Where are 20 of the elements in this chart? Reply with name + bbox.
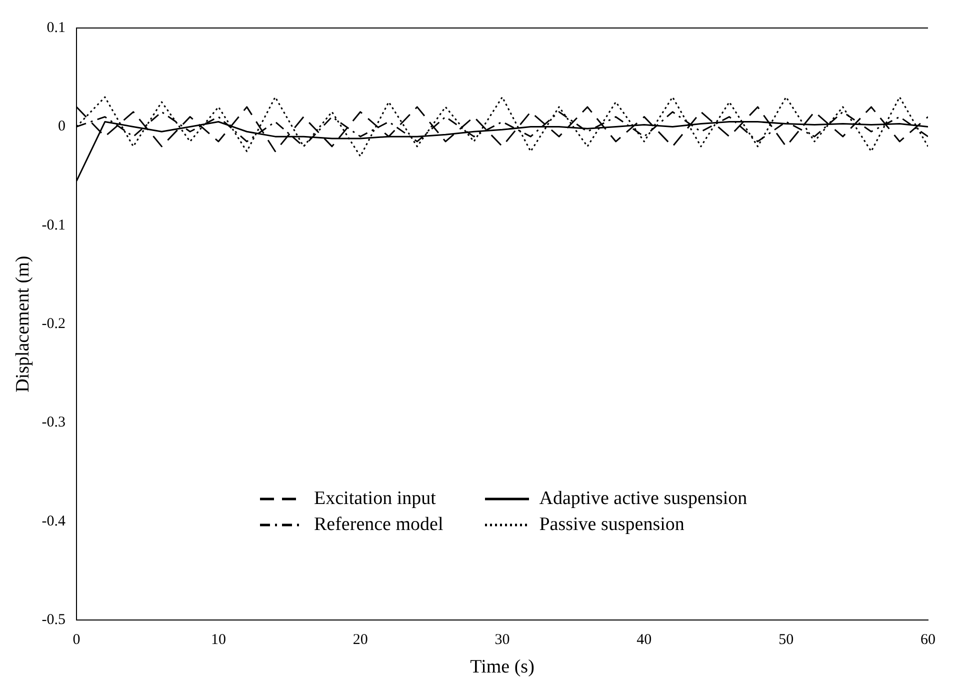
y-tick-label: 0 <box>58 118 66 135</box>
x-tick-label: 10 <box>210 632 226 648</box>
legend-label: Adaptive active suspension <box>539 488 748 510</box>
legend-label: Reference model <box>314 514 444 536</box>
y-tick-label: -0.5 <box>42 612 66 628</box>
x-tick-label: 20 <box>352 632 368 648</box>
x-tick-label: 40 <box>636 632 652 648</box>
x-tick-label: 0 <box>72 632 80 648</box>
y-tick-label: -0.2 <box>42 316 66 332</box>
y-tick-label: -0.1 <box>42 217 66 234</box>
y-tick-label: 0.1 <box>46 20 66 36</box>
y-tick-label: -0.3 <box>42 414 66 431</box>
x-axis-title: Time (s) <box>470 656 534 678</box>
y-tick-label: -0.4 <box>42 513 66 530</box>
legend-label: Excitation input <box>314 488 436 510</box>
x-tick-label: 60 <box>920 632 936 648</box>
x-tick-label: 30 <box>494 632 510 648</box>
x-tick-label: 50 <box>778 632 794 648</box>
legend-label: Passive suspension <box>539 514 684 536</box>
y-axis-title: Displacement (m) <box>12 256 34 392</box>
